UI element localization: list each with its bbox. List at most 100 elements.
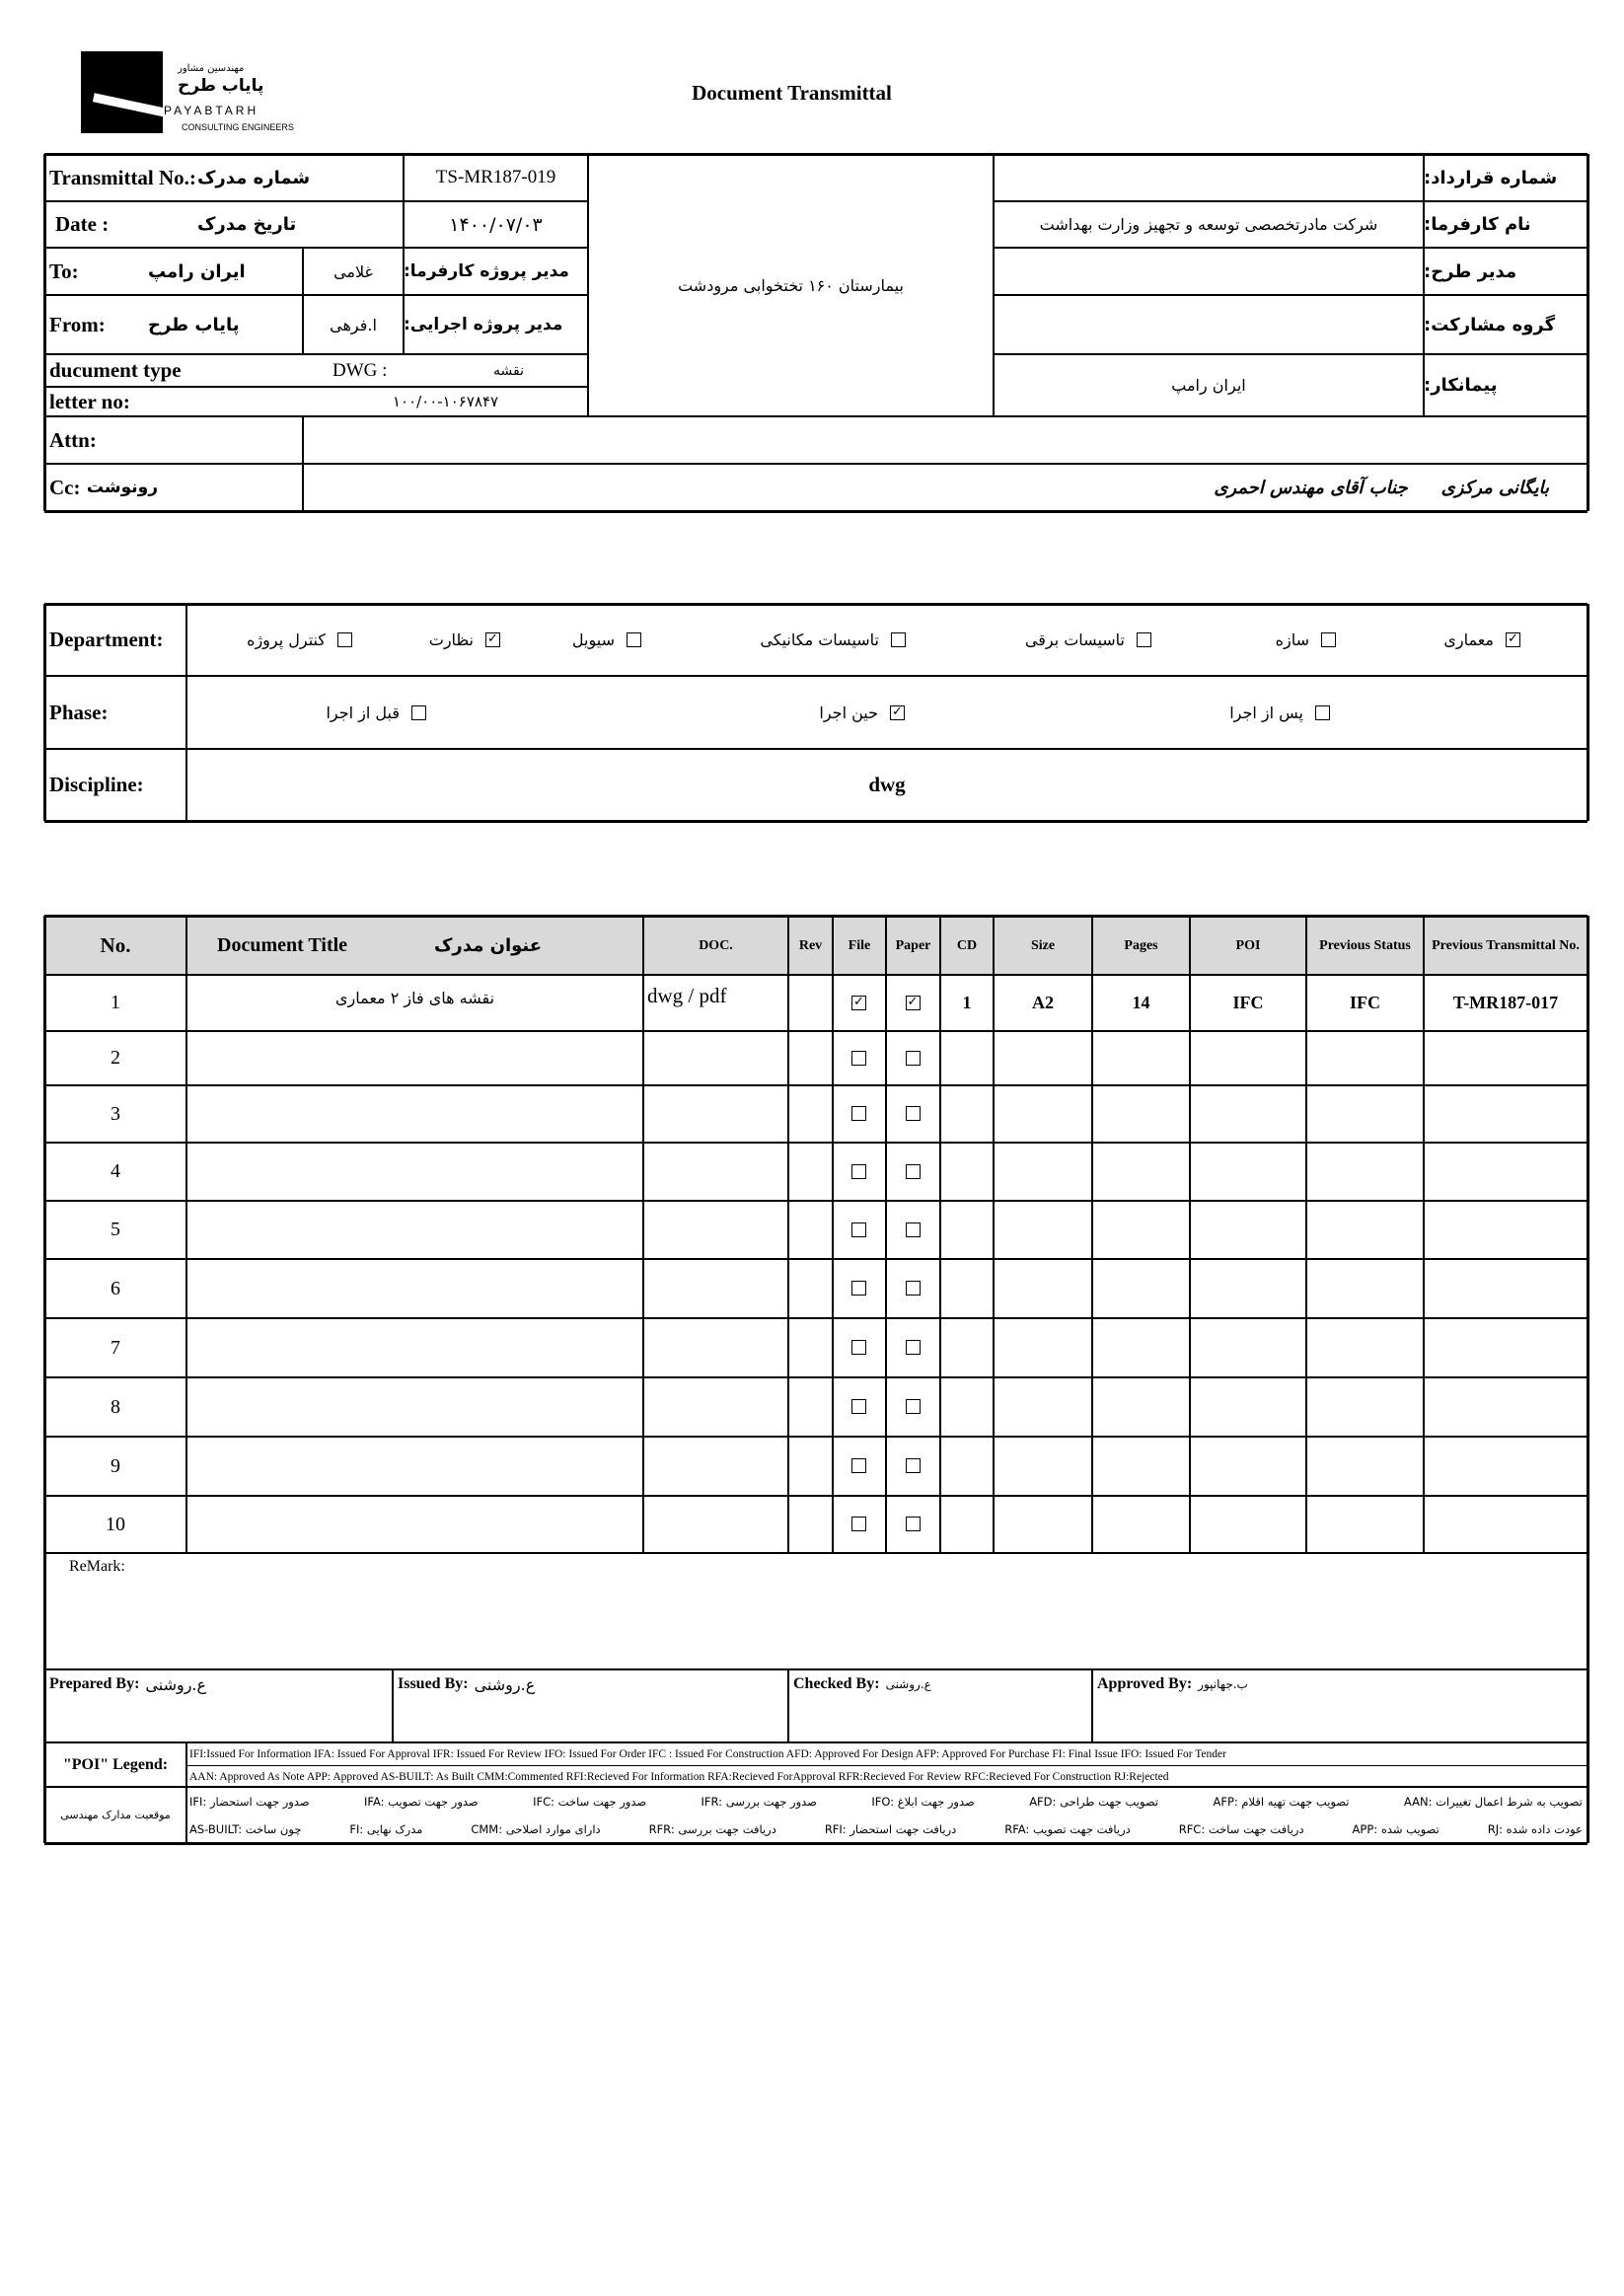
field-label: تاریخ مدرک <box>197 214 297 235</box>
row-number: 6 <box>111 1277 120 1299</box>
rule <box>42 604 46 821</box>
checkbox <box>1137 632 1151 647</box>
document-poi: IFC <box>1232 993 1264 1012</box>
rule <box>44 247 588 249</box>
rule <box>1091 916 1093 1553</box>
rule <box>403 154 405 354</box>
rule <box>44 152 1587 156</box>
column-header: CD <box>956 937 978 953</box>
field-value: شرکت مادرتخصصی توسعه و تجهیز وزارت بهداش… <box>1039 215 1378 234</box>
rule <box>44 1317 1587 1319</box>
field-label: نام کارفرما: <box>1424 214 1531 235</box>
signature-name: ع.روشنی <box>145 1674 207 1694</box>
field-label: From: <box>49 312 106 336</box>
rule <box>44 1258 1587 1260</box>
field-value: ایران رامپ <box>1171 376 1246 395</box>
discipline-value: dwg <box>868 773 906 796</box>
field-value: غلامی <box>333 261 373 281</box>
rule <box>186 1764 1587 1766</box>
checkbox <box>905 1163 921 1179</box>
rule <box>44 819 1587 823</box>
field-label: رونوشت <box>86 478 158 497</box>
legend-row: AS-BUILT: چون ساخت FI: مدرک نهایی CMM: دار… <box>189 1815 1583 1842</box>
rule <box>44 1786 1587 1788</box>
column-header: Document Title <box>217 933 348 956</box>
column-header: عنوان مدرک <box>434 934 543 956</box>
legend-line: AAN: Approved As Note APP: Approved AS-B… <box>189 1770 1169 1783</box>
document-previous-status: IFC <box>1350 993 1380 1012</box>
checkbox-checked: ✓ <box>905 995 921 1010</box>
remark-label: ReMark: <box>69 1558 125 1575</box>
logo-text: پایاب طرح <box>178 76 264 96</box>
checkbox-checked: ✓ <box>890 704 905 720</box>
signature-label: Issued By: <box>398 1675 469 1692</box>
signature-label: Approved By: <box>1097 1675 1193 1692</box>
rule <box>994 353 1587 355</box>
row-label: Phase: <box>49 700 109 724</box>
column-header: Paper <box>895 937 931 953</box>
legend-item: FI: مدرک نهایی <box>349 1821 423 1836</box>
rule <box>642 916 644 1553</box>
document-cd: 1 <box>962 993 972 1012</box>
row-number: 9 <box>111 1454 120 1477</box>
checkbox <box>905 1458 921 1473</box>
field-label: letter no: <box>49 389 130 413</box>
checkbox <box>905 1340 921 1355</box>
option: قبل از اجرا <box>326 676 426 749</box>
checkbox <box>627 632 641 647</box>
rule <box>1586 154 1589 511</box>
table-header-bg <box>44 916 1587 975</box>
checkbox-checked: ✓ <box>1506 632 1520 647</box>
document-previous-transmittal: T-MR187-017 <box>1452 993 1559 1012</box>
option-label: قبل از اجرا <box>326 703 400 722</box>
legend-label: موقعیت مدارک مهندسی <box>60 1809 171 1821</box>
legend-item: IFR: صدور جهت بررسی <box>701 1794 817 1809</box>
field-label: مدیر پروژه اجرایی: <box>404 315 563 334</box>
rule <box>44 200 588 202</box>
signature-name: ع.روشنی <box>885 1677 931 1691</box>
option: کنترل پروژه <box>247 604 352 676</box>
checkbox <box>851 1340 866 1355</box>
rule <box>885 916 887 1553</box>
legend-item: AS-BUILT: چون ساخت <box>189 1821 302 1836</box>
option: سیویل <box>572 604 641 676</box>
rule <box>1189 916 1191 1553</box>
legend-item: AFP: تصویب جهت تهیه اقلام <box>1213 1794 1350 1809</box>
logo-text: مهندسین مشاور <box>178 62 245 74</box>
column-header: File <box>848 937 871 953</box>
legend-item: RJ: عودت داده شده <box>1487 1821 1583 1836</box>
field-label: گروه مشارکت: <box>1424 314 1556 335</box>
rule <box>302 248 304 354</box>
field-label: شماره قرارداد: <box>1424 167 1558 188</box>
checkbox <box>905 1106 921 1121</box>
rule <box>44 1841 1587 1845</box>
rule <box>44 509 1587 513</box>
row-label: Discipline: <box>49 773 144 796</box>
option: معماری ✓ <box>1443 604 1520 676</box>
option-label: پس از اجرا <box>1229 703 1303 722</box>
rule <box>44 675 1587 677</box>
rule <box>44 1495 1587 1497</box>
column-header: Previous Transmittal No. <box>1432 937 1580 953</box>
page-title: Document Transmittal <box>692 80 892 105</box>
signature: Checked By: ع.روشنی <box>793 1671 931 1697</box>
rule <box>44 1200 1587 1202</box>
field-label: Date : <box>55 212 110 236</box>
legend-item: RFI: دریافت جهت استحضار <box>824 1821 957 1836</box>
checkbox <box>905 1050 921 1066</box>
option: سازه <box>1276 604 1336 676</box>
checkbox <box>851 1106 866 1121</box>
option: تاسیسات مکانیکی <box>760 604 906 676</box>
logo-text: PAYABTARH <box>164 104 259 117</box>
option: نظارت ✓ <box>429 604 500 676</box>
checkbox <box>905 1281 921 1296</box>
rule <box>44 1552 1587 1554</box>
field-label: Attn: <box>49 427 97 452</box>
document-pages: 14 <box>1132 993 1150 1012</box>
legend-item: IFA: صدور جهت تصویب <box>364 1794 479 1809</box>
rule <box>994 294 1587 296</box>
column-header: Rev <box>798 937 823 953</box>
project-name: بیمارستان ۱۶۰ تختخوابی مرودشت <box>678 275 904 295</box>
signature-name: ع.روشنی <box>474 1674 536 1694</box>
